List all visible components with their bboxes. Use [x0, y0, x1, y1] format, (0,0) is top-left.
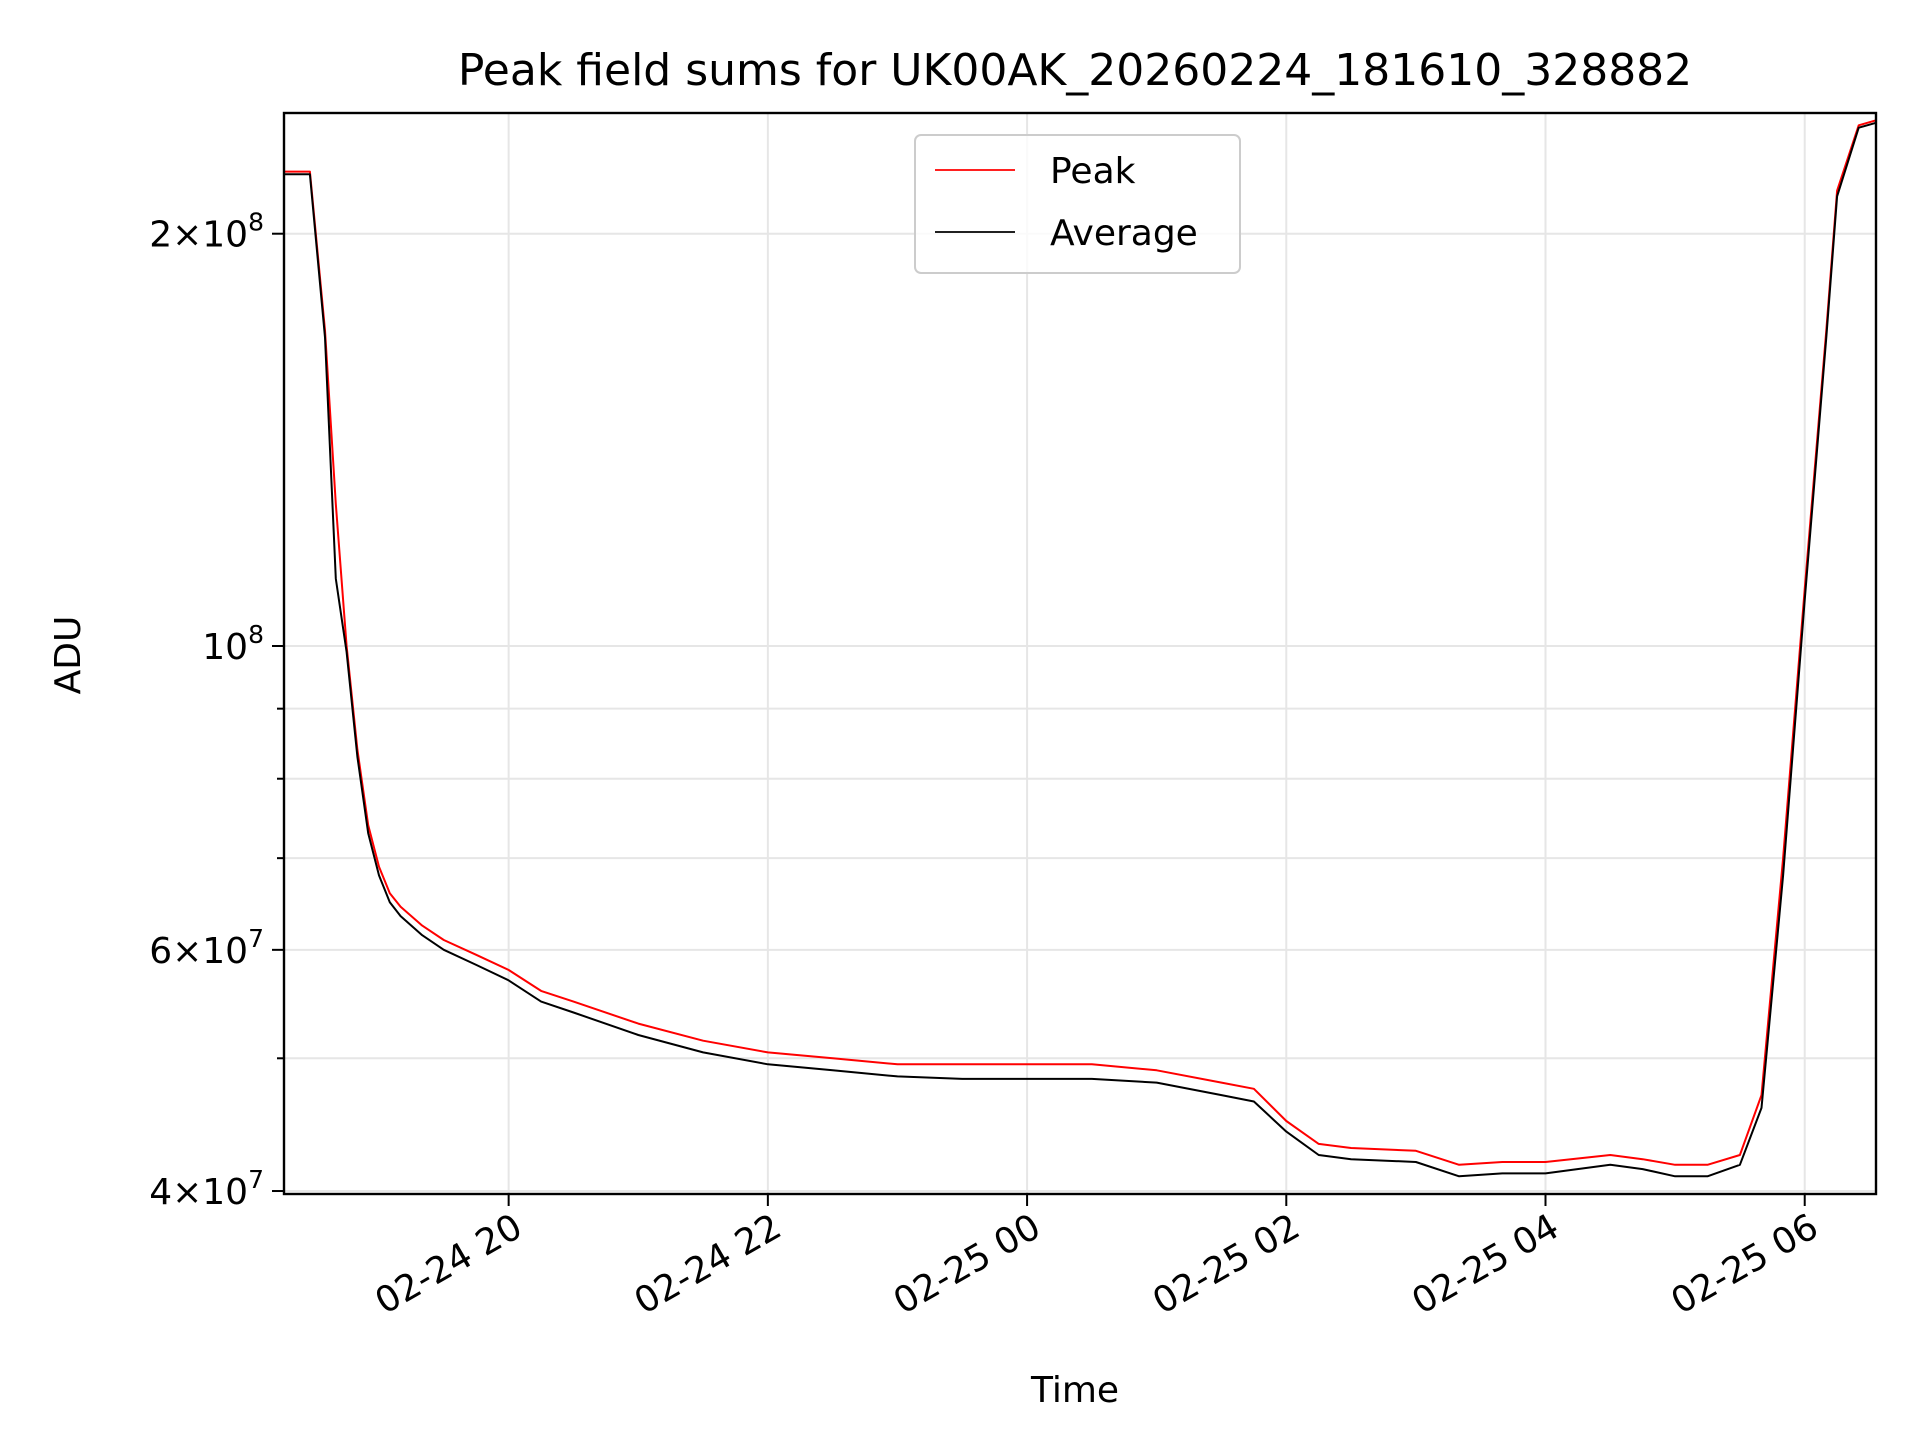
- y-axis-label: ADU: [48, 616, 89, 695]
- y-tick-label: 6×107: [149, 924, 264, 972]
- x-axis-label: Time: [1030, 1370, 1119, 1411]
- series-line-peak: [284, 119, 1877, 1166]
- y-axis-ticks: 4×107 6×107 108 2×108: [149, 208, 284, 1213]
- plot-area-frame: [282, 111, 1878, 1196]
- legend-label-average: Average: [1050, 213, 1198, 254]
- series-lines: [284, 119, 1877, 1178]
- legend: Peak Average: [914, 134, 1241, 274]
- legend-label-peak: Peak: [1050, 151, 1136, 192]
- y-tick-label: 2×108: [149, 208, 264, 256]
- chart-title: Peak field sums for UK00AK_20260224_1816…: [458, 45, 1692, 96]
- y-tick-label: 4×107: [149, 1165, 264, 1213]
- y-tick-label: 108: [202, 620, 264, 668]
- series-line-average: [284, 121, 1877, 1178]
